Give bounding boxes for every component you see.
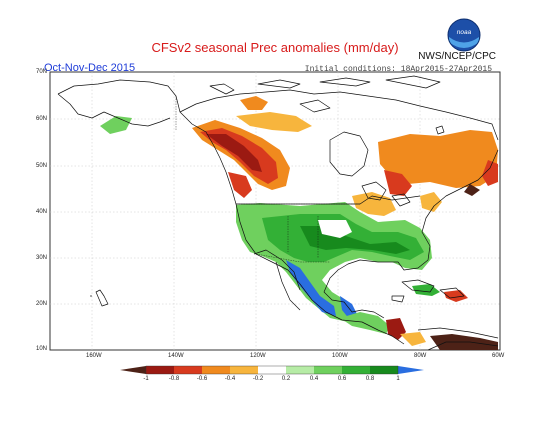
colorbar [120,365,424,375]
colorbar-tick-label: 0.6 [337,376,347,382]
anomaly-shading [100,96,498,350]
lat-label: 20N [36,301,48,307]
colorbar-bin [174,366,202,374]
lon-label: 160W [86,353,102,359]
lat-label: 40N [36,209,48,215]
colorbar-tick-label: 1 [396,376,400,382]
season-label: Oct-Nov-Dec 2015 [44,62,136,74]
lat-label: 70N [36,69,48,75]
colorbar-bin [230,366,258,374]
noaa-logo: noaa [447,18,481,52]
colorbar-bin [370,366,398,374]
lon-label: 120W [250,353,266,359]
colorbar-bin [286,366,314,374]
lat-label: 10N [36,346,48,352]
lat-label: 50N [36,163,48,169]
colorbar-lower-arrow [120,366,146,374]
colorbar-bin [146,366,174,374]
lat-label: 60N [36,116,48,122]
colorbar-tick-label: 0.4 [309,376,319,382]
lon-label: 140W [168,353,184,359]
map-title: CFSv2 seasonal Prec anomalies (mm/day) [151,40,399,55]
lon-label: 60W [492,353,505,359]
colorbar-tick-label: 0.2 [281,376,291,382]
svg-text:noaa: noaa [457,29,472,36]
colorbar-tick-label: -0.4 [224,376,236,382]
borders [175,96,360,263]
colorbar-tick-label: -0.2 [252,376,264,382]
colorbar-tick-label: -0.6 [196,376,208,382]
lon-label: 80W [414,353,427,359]
lat-label: 30N [36,255,48,261]
coastlines [57,75,499,351]
agency-label: NWS/NCEP/CPC [418,51,496,62]
colorbar-upper-arrow [398,366,424,374]
colorbar-bin [314,366,342,374]
colorbar-bin [258,366,286,374]
colorbar-bin [342,366,370,374]
colorbar-tick-label: -0.8 [168,376,180,382]
initial-conditions-label: Initial conditions: 18Apr2015-27Apr2015 [304,65,492,74]
colorbar-tick-label: -1 [143,376,149,382]
colorbar-bin [202,366,230,374]
lon-label: 100W [332,353,348,359]
colorbar-tick-label: 0.8 [365,376,375,382]
